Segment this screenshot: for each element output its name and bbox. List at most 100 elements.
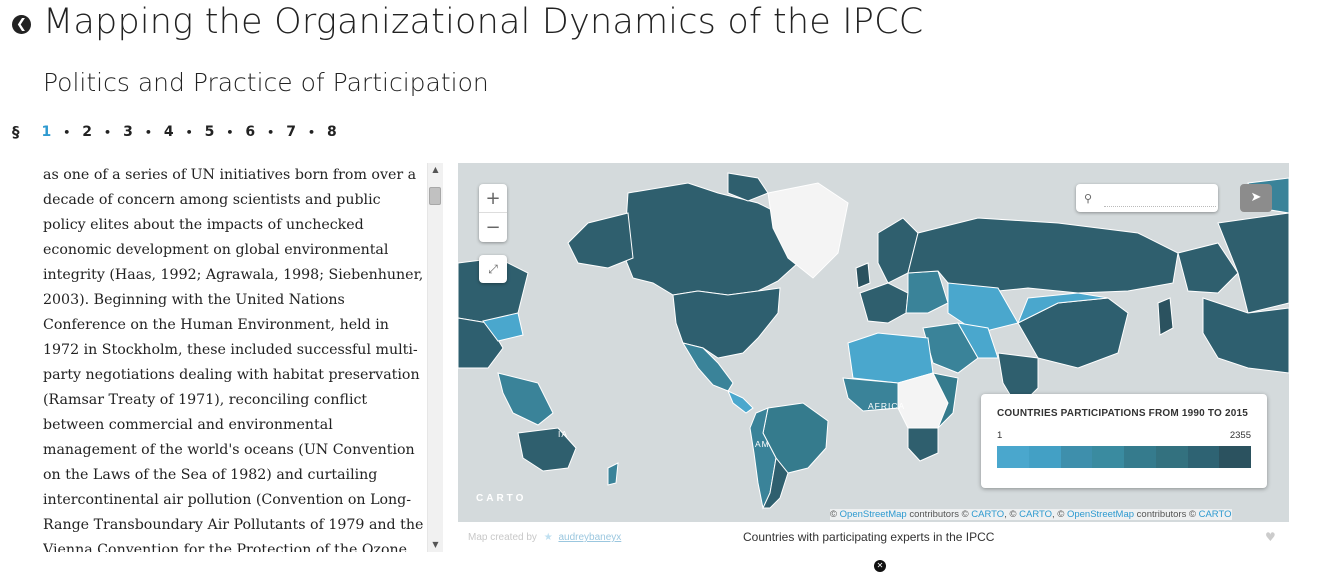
- map-legend: COUNTRIES PARTICIPATIONS FROM 1990 TO 20…: [981, 394, 1267, 488]
- map-label-america: AM: [755, 439, 770, 449]
- country-alaska-east-edge: [1177, 242, 1239, 294]
- page-link-8[interactable]: 8: [326, 124, 337, 140]
- close-icon[interactable]: ✕: [874, 560, 886, 572]
- page-separator: •: [185, 125, 193, 139]
- page-link-1[interactable]: 1: [41, 124, 52, 140]
- country-southeast-asia-edge: [497, 372, 554, 426]
- author-link[interactable]: audreybaneyx: [558, 532, 622, 543]
- scroll-thumb[interactable]: [429, 187, 441, 205]
- page-separator: •: [104, 125, 112, 139]
- country-southern-africa: [907, 427, 939, 462]
- page-item: 5 •: [205, 124, 246, 140]
- page-item: 3 •: [123, 124, 164, 140]
- fullscreen-button[interactable]: ⤢: [479, 255, 507, 283]
- article-text-panel: as one of a series of UN initiatives bor…: [43, 163, 427, 552]
- page-title: Mapping the Organizational Dynamics of t…: [43, 2, 924, 42]
- page-separator: •: [226, 125, 234, 139]
- page-link-4[interactable]: 4: [163, 124, 174, 140]
- page-separator: •: [307, 125, 315, 139]
- world-map[interactable]: AFRICA AM IA + − ⤢ ⚲ ➤ COUNTRIES PARTICI…: [458, 163, 1289, 522]
- legend-swatch: [1060, 446, 1093, 468]
- text-scrollbar[interactable]: ▲ ▼: [427, 163, 443, 552]
- country-russia: [907, 217, 1179, 294]
- osm-link[interactable]: OpenStreetMap: [839, 509, 907, 520]
- page-separator: •: [267, 125, 275, 139]
- attribution-prefix: ©: [830, 509, 840, 520]
- country-western-europe: [859, 282, 909, 324]
- carto-link-3[interactable]: CARTO: [1198, 509, 1232, 520]
- legend-swatch: [1124, 446, 1156, 468]
- page-item: 2 •: [82, 124, 123, 140]
- section-symbol: §: [12, 123, 20, 141]
- article-paragraph: as one of a series of UN initiatives bor…: [43, 167, 424, 552]
- page-item: 7 •: [286, 124, 327, 140]
- country-eastern-europe: [905, 270, 949, 314]
- country-arctic-islands: [727, 172, 769, 202]
- map-label-asia: IA: [558, 429, 569, 439]
- page-item: 6 •: [245, 124, 286, 140]
- country-australia-edge: [517, 427, 577, 472]
- page-link-2[interactable]: 2: [82, 124, 93, 140]
- osm-link-2[interactable]: OpenStreetMap: [1066, 509, 1135, 520]
- map-attribution: © OpenStreetMap contributors © CARTO, © …: [830, 509, 1232, 520]
- country-japan: [1157, 297, 1174, 336]
- legend-swatch: [1092, 446, 1124, 468]
- legend-range: 1 2355: [997, 430, 1251, 441]
- page-item: 8: [327, 124, 337, 140]
- page-link-7[interactable]: 7: [286, 124, 296, 140]
- zoom-out-button[interactable]: −: [485, 217, 501, 238]
- page-link-3[interactable]: 3: [123, 124, 133, 140]
- fullscreen-icon: ⤢: [488, 262, 498, 276]
- map-search-box[interactable]: ⚲: [1076, 184, 1218, 212]
- credit-prefix: Map created by: [468, 532, 537, 543]
- legend-swatch: [1219, 446, 1251, 468]
- country-iran: [957, 322, 999, 359]
- heart-icon[interactable]: ♥: [1265, 530, 1276, 544]
- attribution-separator: , ©: [1004, 509, 1020, 520]
- zoom-control: + −: [479, 184, 507, 242]
- country-mexico: [681, 342, 734, 392]
- map-label-africa: AFRICA: [868, 401, 906, 411]
- attribution-contributors: contributors ©: [906, 509, 972, 520]
- country-usa-east-edge: [1202, 297, 1289, 374]
- page-link-6[interactable]: 6: [245, 124, 256, 140]
- attribution-contributors-2: contributors ©: [1134, 509, 1199, 520]
- page-separator: •: [144, 125, 152, 139]
- search-icon: ⚲: [1084, 191, 1093, 205]
- country-new-zealand: [607, 462, 619, 486]
- page-subtitle: Politics and Practice of Participation: [43, 68, 489, 97]
- back-arrow-icon[interactable]: ❮: [12, 15, 31, 34]
- section-pagination: § 1 • 2 • 3 • 4 • 5 • 6 • 7 • 8: [12, 122, 337, 142]
- carto-link-2[interactable]: CARTO: [1019, 509, 1053, 520]
- map-footer: Map created by ★ audreybaneyx Countries …: [458, 522, 1289, 556]
- carto-link[interactable]: CARTO: [971, 509, 1005, 520]
- page-item: 4 •: [164, 124, 205, 140]
- legend-swatch: [1028, 446, 1061, 468]
- page-list: 1 • 2 • 3 • 4 • 5 • 6 • 7 • 8: [42, 124, 337, 140]
- map-search-input[interactable]: [1104, 189, 1216, 207]
- country-mongolia: [1017, 292, 1109, 325]
- country-east-africa: [932, 372, 959, 429]
- map-credit: Map created by ★ audreybaneyx: [468, 532, 621, 543]
- legend-max: 2355: [1229, 430, 1251, 441]
- country-argentina: [762, 456, 789, 509]
- legend-color-ramp: [997, 446, 1251, 468]
- scroll-up-arrow-icon[interactable]: ▲: [432, 165, 439, 174]
- legend-swatch: [1187, 446, 1220, 468]
- country-middle-east: [922, 322, 979, 374]
- map-caption: Countries with participating experts in …: [743, 530, 995, 544]
- legend-swatch: [997, 446, 1029, 468]
- paper-plane-icon: ➤: [1250, 190, 1262, 205]
- page-link-5[interactable]: 5: [204, 124, 215, 140]
- legend-swatch: [1155, 446, 1188, 468]
- country-central-america: [727, 390, 754, 414]
- country-west-africa: [842, 377, 899, 412]
- share-button[interactable]: ➤: [1240, 184, 1272, 212]
- zoom-in-button[interactable]: +: [479, 184, 507, 213]
- attribution-separator-2: , ©: [1052, 509, 1067, 520]
- map-canvas[interactable]: [458, 163, 1289, 522]
- legend-title: COUNTRIES PARTICIPATIONS FROM 1990 TO 20…: [997, 408, 1249, 419]
- page-item: 1 •: [42, 124, 83, 140]
- scroll-down-arrow-icon[interactable]: ▼: [432, 540, 439, 549]
- legend-min: 1: [997, 430, 1003, 441]
